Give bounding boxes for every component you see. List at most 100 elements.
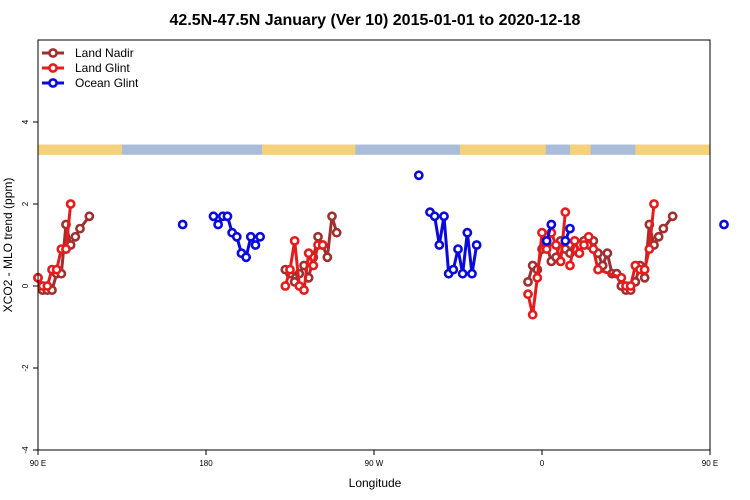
data-point bbox=[588, 244, 599, 254]
y-tick-label: 4 bbox=[21, 119, 30, 124]
data-point bbox=[299, 285, 309, 295]
data-point bbox=[639, 272, 650, 283]
data-point bbox=[565, 223, 575, 234]
x-tick-label: 90 W bbox=[365, 459, 384, 468]
data-point bbox=[467, 268, 477, 279]
data-point bbox=[551, 240, 561, 250]
y-tick-label: -2 bbox=[21, 364, 30, 372]
y-axis: -4 -2 0 2 4 bbox=[21, 119, 38, 454]
data-point bbox=[448, 264, 459, 275]
data-point bbox=[639, 264, 650, 275]
data-point bbox=[213, 219, 224, 230]
data-point bbox=[653, 231, 664, 242]
data-point bbox=[65, 199, 76, 209]
data-point bbox=[280, 281, 291, 291]
data-point bbox=[331, 227, 342, 238]
data-point bbox=[541, 235, 552, 246]
data-point bbox=[658, 223, 669, 234]
data-point bbox=[532, 272, 543, 283]
data-point bbox=[579, 240, 589, 250]
data-point bbox=[523, 289, 533, 300]
data-point bbox=[177, 219, 188, 230]
legend-label: Land Glint bbox=[75, 61, 130, 75]
data-point bbox=[250, 240, 261, 250]
x-tick-label: 180 bbox=[199, 459, 213, 468]
data-point bbox=[462, 227, 473, 238]
y-tick-label: 2 bbox=[21, 201, 30, 206]
data-point bbox=[541, 244, 552, 254]
data-point bbox=[560, 207, 571, 218]
data-point bbox=[719, 219, 729, 230]
data-point bbox=[231, 231, 242, 242]
data-point bbox=[667, 211, 678, 222]
data-point bbox=[313, 231, 323, 242]
data-point bbox=[245, 231, 256, 242]
data-point bbox=[327, 211, 337, 222]
data-point bbox=[565, 260, 575, 271]
data-point bbox=[625, 281, 636, 291]
data-point bbox=[537, 227, 547, 238]
x-axis-label: Longitude bbox=[349, 476, 402, 490]
data-point bbox=[303, 248, 314, 259]
data-point bbox=[457, 268, 468, 279]
x-tick-label: 0 bbox=[540, 459, 545, 468]
data-point bbox=[569, 235, 580, 246]
data-point bbox=[527, 309, 538, 320]
data-point bbox=[255, 231, 266, 242]
land-band-segment bbox=[262, 144, 356, 155]
data-point bbox=[317, 240, 328, 250]
data-point bbox=[616, 272, 627, 283]
data-point bbox=[429, 211, 440, 222]
legend-marker bbox=[48, 63, 58, 73]
data-point bbox=[546, 219, 557, 230]
plot-frame bbox=[37, 39, 711, 451]
data-point bbox=[308, 260, 319, 271]
data-point bbox=[649, 199, 659, 209]
data-point bbox=[439, 211, 449, 222]
land-band-segment bbox=[459, 144, 546, 155]
data-point bbox=[560, 235, 571, 246]
data-point bbox=[70, 231, 81, 242]
land-ocean-band bbox=[38, 144, 710, 155]
y-tick-label: 0 bbox=[21, 283, 30, 288]
data-point bbox=[241, 252, 252, 263]
data-point bbox=[208, 211, 219, 222]
data-point bbox=[453, 244, 463, 254]
data-point bbox=[285, 264, 295, 275]
legend-marker bbox=[48, 48, 58, 58]
data-point bbox=[289, 235, 300, 246]
ocean-band bbox=[39, 144, 709, 155]
data-point bbox=[471, 240, 482, 250]
data-point bbox=[322, 252, 333, 263]
y-tick-label: -4 bbox=[21, 446, 30, 454]
data-point bbox=[84, 211, 95, 222]
x-tick-label: 90 E bbox=[30, 459, 46, 468]
x-tick-label: 90 E bbox=[702, 459, 718, 468]
data-point bbox=[644, 244, 655, 254]
data-point bbox=[555, 256, 566, 267]
legend-marker bbox=[48, 78, 58, 88]
land-band-segment bbox=[635, 144, 710, 155]
land-band-segment bbox=[38, 144, 122, 155]
data-point bbox=[593, 264, 603, 275]
data-point bbox=[42, 281, 53, 291]
data-point bbox=[602, 248, 613, 259]
series-layer bbox=[33, 170, 729, 320]
chart-title: 42.5N-47.5N January (Ver 10) 2015-01-01 … bbox=[170, 12, 581, 29]
data-point bbox=[583, 231, 594, 242]
land-band-segment bbox=[570, 144, 591, 155]
y-axis-label: XCO2 - MLO trend (ppm) bbox=[1, 178, 15, 313]
data-point bbox=[523, 276, 533, 287]
data-point bbox=[413, 170, 424, 181]
data-point bbox=[222, 211, 233, 222]
x-axis: 90 E 180 90 W 0 90 E bbox=[30, 450, 718, 468]
data-point bbox=[61, 244, 71, 254]
data-point bbox=[51, 264, 62, 275]
data-point bbox=[75, 223, 85, 234]
series-land-glint bbox=[33, 199, 659, 320]
legend-label: Ocean Glint bbox=[75, 76, 139, 90]
series-ocean-glint bbox=[177, 170, 729, 279]
data-point bbox=[574, 248, 585, 259]
